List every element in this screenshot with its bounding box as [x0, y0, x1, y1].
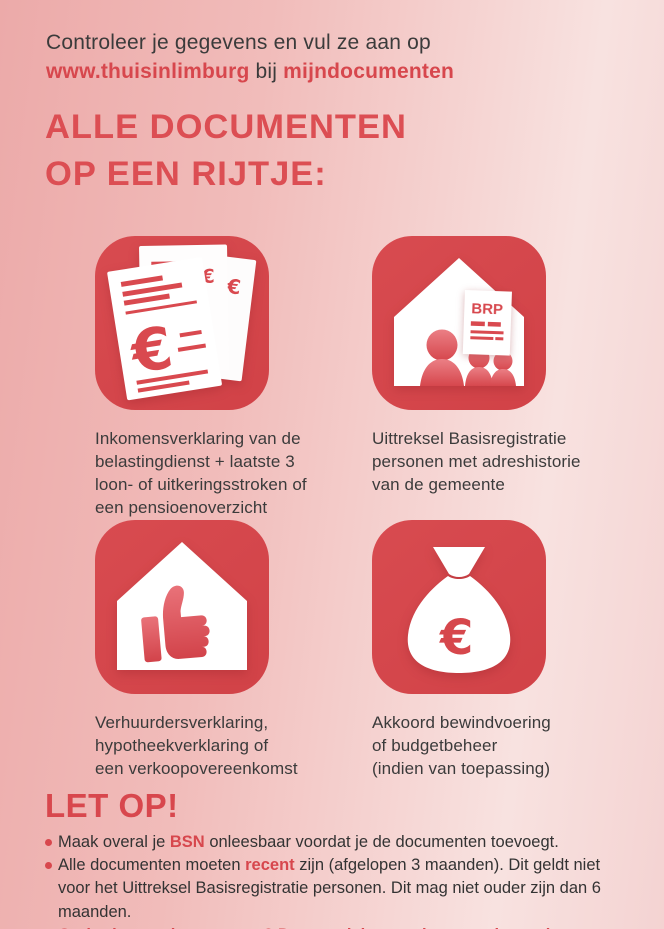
income-caption: Inkomensverklaring van de belastingdiens… — [95, 429, 307, 517]
bullet-text: onleesbaar voordat je de documenten toev… — [204, 833, 559, 851]
bullet-text: Maak overal je — [58, 833, 170, 851]
bullet-emphasis: BSN — [169, 833, 205, 851]
document-card-landlord: Verhuurdersverklaring, hypotheekverklari… — [95, 520, 367, 780]
bullet-emphasis: Ontbreken er documenten? Dan maak je gee… — [58, 926, 575, 929]
bullet-text: Alle documenten moeten — [58, 856, 246, 875]
website-link[interactable]: www.thuisinlimburg — [46, 60, 250, 83]
budget-caption: Akkoord bewindvoering of budgetbeheer (i… — [372, 713, 551, 778]
page-title-line2: OP EEN RIJTJE: — [45, 155, 327, 193]
document-card-budget: € Akkoord bewindvoering of budgetbeheer … — [372, 520, 644, 780]
bullet-emphasis: recent — [245, 856, 295, 875]
landlord-tile — [95, 520, 269, 694]
euro-glyph: € — [225, 274, 243, 300]
notice-title: LET OP! — [45, 787, 179, 824]
notice-bullet-missing: Ontbreken er documenten? Dan maak je gee… — [45, 924, 623, 929]
brp-card: BRP — [462, 290, 512, 356]
notice-bullet-list: Maak overal je BSN onleesbaar voordat je… — [45, 831, 623, 929]
house-brp-icon: BRP — [394, 258, 524, 386]
notice-bullet-bsn: Maak overal je BSN onleesbaar voordat je… — [45, 831, 623, 854]
euro-documents-icon: € € — [107, 244, 257, 401]
euro-glyph: € — [439, 610, 473, 666]
notice-bullet-recent: Alle documenten moeten recent zijn (afge… — [45, 854, 623, 924]
page-title: ALLE DOCUMENTEN OP EEN RIJTJE: — [45, 104, 407, 198]
landlord-caption: Verhuurdersverklaring, hypotheekverklari… — [95, 713, 298, 778]
intro-text: Controleer je gegevens en vul ze aan op w… — [46, 28, 454, 86]
page-title-line1: ALLE DOCUMENTEN — [45, 108, 407, 146]
intro-line1: Controleer je gegevens en vul ze aan op — [46, 31, 431, 54]
brp-label: BRP — [471, 300, 503, 318]
thumbs-up-shape — [141, 585, 210, 663]
money-bag-icon: € — [407, 547, 511, 673]
intro-highlight-mijndocumenten: mijndocumenten — [283, 60, 454, 83]
document-card-income: € € — [95, 236, 367, 519]
intro-connector: bij — [249, 60, 284, 83]
bullet-text: zijn (afgelopen 3 maanden). Dit geldt ni… — [58, 856, 601, 921]
family-pawns — [420, 329, 516, 386]
income-tile: € € — [95, 236, 269, 410]
brp-tile: BRP — [372, 236, 546, 410]
house-thumbs-up-icon — [117, 542, 247, 670]
document-card-brp: BRP Uittreksel Basisregistratie personen… — [372, 236, 644, 496]
budget-tile: € — [372, 520, 546, 694]
brp-caption: Uittreksel Basisregistratie personen met… — [372, 429, 581, 494]
